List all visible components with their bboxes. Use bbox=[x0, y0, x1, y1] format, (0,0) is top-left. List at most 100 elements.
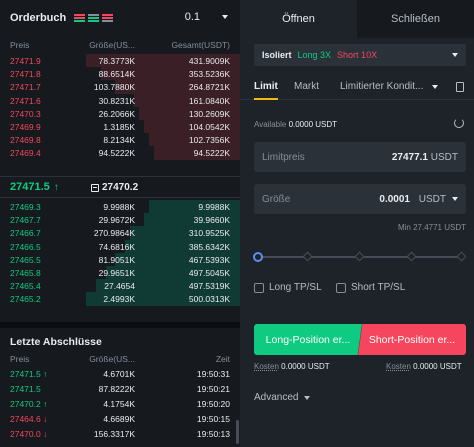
slider-step-25[interactable] bbox=[302, 251, 313, 262]
bids-list: 27469.3 9.9988K 9.9988K 27467.7 29.9672K 39.9… bbox=[0, 200, 240, 306]
ask-total: 104.0542K bbox=[188, 121, 230, 132]
size-value: 0.0001 bbox=[379, 193, 410, 205]
ask-total: 431.9009K bbox=[188, 56, 230, 66]
ask-depth-bar bbox=[115, 80, 240, 94]
long-cost-value: 0.0000 USDT bbox=[281, 362, 330, 371]
ask-depth-bar bbox=[139, 106, 240, 120]
both-sides-view-icon[interactable] bbox=[74, 13, 86, 23]
short-tpsl-checkbox[interactable]: Short TP/SL bbox=[336, 282, 405, 293]
open-short-button[interactable]: Short-Position er... bbox=[358, 324, 466, 355]
order-type-conditional[interactable]: Limitierter Kondit... bbox=[340, 81, 424, 92]
ask-size: 8.2134K bbox=[103, 135, 135, 146]
chevron-down-icon bbox=[222, 15, 228, 19]
ask-row[interactable]: 27469.4 94.5222K 94.5222K bbox=[0, 146, 240, 160]
bid-depth-bar bbox=[129, 226, 240, 240]
mark-price-value: 27470.2 bbox=[102, 182, 139, 193]
trade-size: 87.8222K bbox=[98, 384, 135, 394]
limit-price-field[interactable]: Limitpreis 27477.1 USDT bbox=[254, 142, 466, 172]
checkbox-icon[interactable] bbox=[254, 282, 264, 293]
tab-open[interactable]: Öffnen bbox=[240, 0, 357, 38]
slider-handle[interactable] bbox=[253, 252, 263, 262]
chevron-down-icon[interactable] bbox=[452, 197, 458, 201]
long-cost: Kosten 0.0000 USDT bbox=[254, 362, 330, 371]
trade-size: 156.3317K bbox=[93, 429, 135, 439]
trade-size: 4.6689K bbox=[103, 414, 135, 424]
trade-size: 4.6701K bbox=[103, 369, 135, 379]
ask-depth-bar bbox=[100, 67, 240, 81]
precision-select[interactable]: 0.1 bbox=[185, 11, 228, 23]
margin-mode: Isoliert bbox=[262, 50, 292, 60]
size-label: Größe bbox=[262, 193, 291, 205]
long-leverage: Long 3X bbox=[297, 50, 332, 60]
price-column-header: Preis bbox=[10, 40, 30, 50]
ask-total: 161.0840K bbox=[188, 95, 230, 106]
size-column-header[interactable]: Größe(US... bbox=[89, 40, 135, 50]
slider-step-50[interactable] bbox=[354, 251, 365, 262]
mid-price-row[interactable]: 27471.5 ↑ 27470.2 bbox=[0, 176, 240, 198]
bid-size: 29.9672K bbox=[98, 215, 135, 226]
short-cost: Kosten 0.0000 USDT bbox=[386, 362, 462, 371]
open-close-tabs: Öffnen Schließen bbox=[240, 0, 474, 38]
ask-row[interactable]: 27471.7 103.7880K 264.8721K bbox=[0, 80, 240, 94]
open-long-button[interactable]: Long-Position er... bbox=[254, 324, 362, 355]
bids-only-view-icon[interactable] bbox=[88, 13, 100, 23]
ask-row[interactable]: 27470.3 26.2066K 130.2609K bbox=[0, 106, 240, 120]
ask-row[interactable]: 27471.6 30.8231K 161.0840K bbox=[0, 93, 240, 107]
slider-step-100[interactable] bbox=[456, 251, 467, 262]
trade-time: 19:50:21 bbox=[196, 384, 230, 394]
chevron-down-icon bbox=[304, 395, 311, 400]
trade-row: 27464.6 ↓ 4.6689K 19:50:15 bbox=[0, 411, 240, 426]
bid-size: 81.9051K bbox=[98, 254, 135, 265]
size-unit[interactable]: USDT bbox=[418, 193, 446, 205]
limit-price-label: Limitpreis bbox=[262, 151, 305, 163]
checkbox-icon[interactable] bbox=[336, 282, 346, 293]
trade-time: 19:50:20 bbox=[196, 399, 230, 409]
ask-price: 27471.9 bbox=[10, 56, 41, 66]
ask-row[interactable]: 27471.8 88.6514K 353.5236K bbox=[0, 67, 240, 81]
trades-scrollbar[interactable] bbox=[236, 420, 239, 444]
bid-row[interactable]: 27466.5 74.6816K 385.6342K bbox=[0, 239, 240, 253]
ask-price: 27470.3 bbox=[10, 108, 41, 119]
bid-row[interactable]: 27466.7 270.9864K 310.9525K bbox=[0, 226, 240, 240]
trade-time: 19:50:31 bbox=[196, 369, 230, 379]
bid-total: 385.6342K bbox=[188, 241, 230, 252]
short-leverage: Short 10X bbox=[337, 50, 378, 60]
trade-row: 27470.2 ↑ 4.1754K 19:50:20 bbox=[0, 396, 240, 411]
bid-size: 9.9988K bbox=[103, 202, 135, 212]
calculator-icon[interactable] bbox=[456, 82, 464, 92]
long-tpsl-checkbox[interactable]: Long TP/SL bbox=[254, 282, 322, 293]
tab-close[interactable]: Schließen bbox=[357, 0, 474, 38]
ask-row[interactable]: 27469.8 8.2134K 102.7356K bbox=[0, 133, 240, 147]
orderbook-panel: Orderbuch 0.1 Preis Größe(US... Gesamt(U… bbox=[0, 0, 240, 447]
advanced-toggle[interactable]: Advanced bbox=[254, 392, 311, 403]
cost-label: Kosten bbox=[254, 362, 279, 371]
bid-depth-bar bbox=[115, 252, 240, 266]
size-slider[interactable] bbox=[253, 251, 467, 262]
bid-row[interactable]: 27467.7 29.9672K 39.9660K bbox=[0, 213, 240, 227]
bid-row[interactable]: 27465.8 29.9651K 497.5045K bbox=[0, 265, 240, 280]
bid-row[interactable]: 27465.2 2.4993K 500.0313K bbox=[0, 292, 240, 306]
transfer-icon[interactable] bbox=[454, 118, 464, 128]
chevron-down-icon[interactable] bbox=[432, 85, 438, 89]
margin-leverage-selector[interactable]: Isoliert Long 3X Short 10X bbox=[254, 44, 466, 66]
order-type-tabs: Limit Markt Limitierter Kondit... bbox=[240, 74, 474, 100]
trade-row: 27471.5 ↑ 4.6701K 19:50:31 bbox=[0, 366, 240, 381]
slider-step-75[interactable] bbox=[406, 251, 417, 262]
ask-total: 102.7356K bbox=[188, 135, 230, 146]
asks-only-view-icon[interactable] bbox=[102, 13, 114, 23]
bid-price: 27469.3 bbox=[10, 202, 41, 212]
active-tab-underline bbox=[254, 98, 278, 100]
order-type-limit[interactable]: Limit bbox=[254, 81, 278, 92]
bid-row[interactable]: 27469.3 9.9988K 9.9988K bbox=[0, 200, 240, 214]
trades-size-header[interactable]: Größe(US... bbox=[89, 354, 135, 364]
size-field[interactable]: Größe 0.0001 USDT bbox=[254, 184, 466, 214]
bid-depth-bar bbox=[144, 213, 240, 227]
bid-row[interactable]: 27465.4 27.4654 497.5319K bbox=[0, 279, 240, 293]
ask-row[interactable]: 27471.9 78.3773K 431.9009K bbox=[0, 54, 240, 68]
ask-row[interactable]: 27469.9 1.3185K 104.0542K bbox=[0, 119, 240, 134]
trade-size: 4.1754K bbox=[103, 399, 135, 409]
order-type-market[interactable]: Markt bbox=[294, 81, 319, 92]
total-column-header[interactable]: Gesamt(USDT) bbox=[171, 40, 230, 50]
ask-depth-bar bbox=[134, 93, 240, 107]
bid-row[interactable]: 27465.5 81.9051K 467.5393K bbox=[0, 252, 240, 266]
